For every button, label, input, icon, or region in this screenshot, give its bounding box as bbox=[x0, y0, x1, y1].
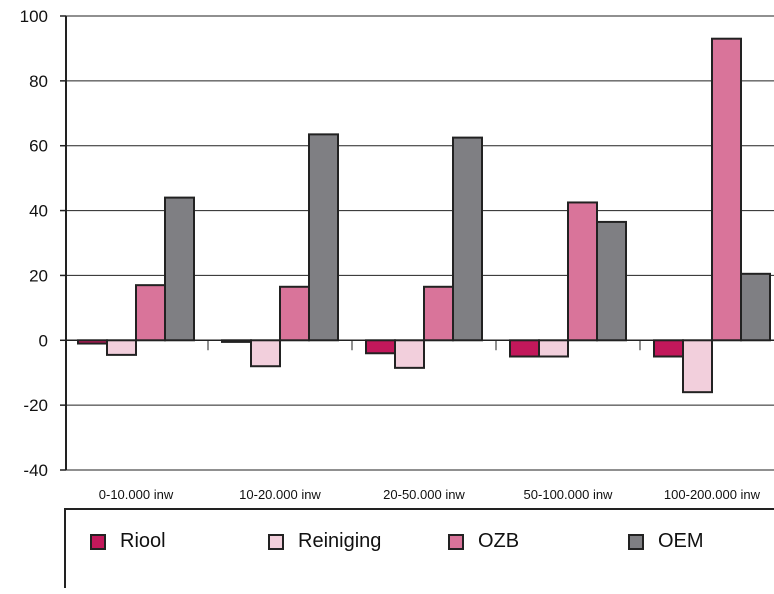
legend-item-riool: Riool bbox=[90, 530, 166, 553]
legend-label-reiniging: Reiniging bbox=[298, 530, 382, 552]
legend-item-oem: OEM bbox=[628, 530, 704, 553]
legend-item-ozb: OZB bbox=[448, 530, 519, 553]
legend-swatch-riool bbox=[90, 533, 106, 550]
legend-label-oem: OEM bbox=[658, 530, 704, 552]
bar-ozb-0 bbox=[135, 284, 166, 342]
bar-oem-1 bbox=[308, 133, 339, 342]
legend-item-reiniging: Reiniging bbox=[268, 530, 381, 553]
bar-ozb-3 bbox=[567, 201, 598, 342]
y-tick-label: 40 bbox=[29, 202, 48, 221]
legend-swatch-ozb bbox=[448, 533, 464, 550]
legend-swatch-reiniging bbox=[268, 533, 284, 550]
bar-riool-2 bbox=[365, 339, 396, 355]
y-tick-label: 0 bbox=[39, 331, 48, 350]
bar-reiniging-0 bbox=[106, 339, 137, 356]
bar-chart: -40 -20 0 20 40 60 80 100 0-10.000 inw 10-20.000… bbox=[20, 7, 774, 502]
legend: Riool Reiniging OZB OEM bbox=[64, 508, 774, 588]
x-tick-label: 50-100.000 inw bbox=[524, 487, 614, 502]
bar-riool-3 bbox=[509, 339, 540, 358]
bar-ozb-2 bbox=[423, 285, 454, 342]
bar-oem-0 bbox=[164, 196, 195, 342]
y-tick-label: -40 bbox=[23, 461, 48, 480]
bar-riool-4 bbox=[653, 339, 684, 358]
bar-ozb-4 bbox=[711, 37, 742, 342]
bar-reiniging-3 bbox=[538, 339, 569, 358]
bar-reiniging-2 bbox=[394, 339, 425, 369]
legend-swatch-oem bbox=[628, 533, 644, 550]
bar-oem-4 bbox=[740, 272, 771, 342]
y-tick-label: 60 bbox=[29, 137, 48, 156]
y-tick-label: 100 bbox=[20, 7, 48, 26]
x-tick-label: 20-50.000 inw bbox=[383, 487, 465, 502]
legend-label-riool: Riool bbox=[120, 530, 166, 552]
legend-label-ozb: OZB bbox=[478, 530, 520, 552]
bar-riool-0 bbox=[77, 339, 108, 345]
bar-riool-1 bbox=[221, 339, 252, 343]
bar-reiniging-4 bbox=[682, 339, 713, 394]
x-axis-ticks: 0-10.000 inw 10-20.000 inw 20-50.000 inw 50… bbox=[99, 340, 761, 502]
y-tick-label: 20 bbox=[29, 266, 48, 285]
x-tick-label: 0-10.000 inw bbox=[99, 487, 174, 502]
y-axis-ticks: -40 -20 0 20 40 60 80 100 bbox=[20, 7, 66, 480]
x-tick-label: 100-200.000 inw bbox=[664, 487, 761, 502]
y-tick-label: 80 bbox=[29, 72, 48, 91]
bar-oem-2 bbox=[452, 136, 483, 342]
x-tick-label: 10-20.000 inw bbox=[239, 487, 321, 502]
bar-ozb-1 bbox=[279, 285, 310, 342]
bars bbox=[77, 37, 771, 394]
bar-reiniging-1 bbox=[250, 339, 281, 368]
bar-oem-3 bbox=[596, 220, 627, 342]
y-tick-label: -20 bbox=[23, 396, 48, 415]
